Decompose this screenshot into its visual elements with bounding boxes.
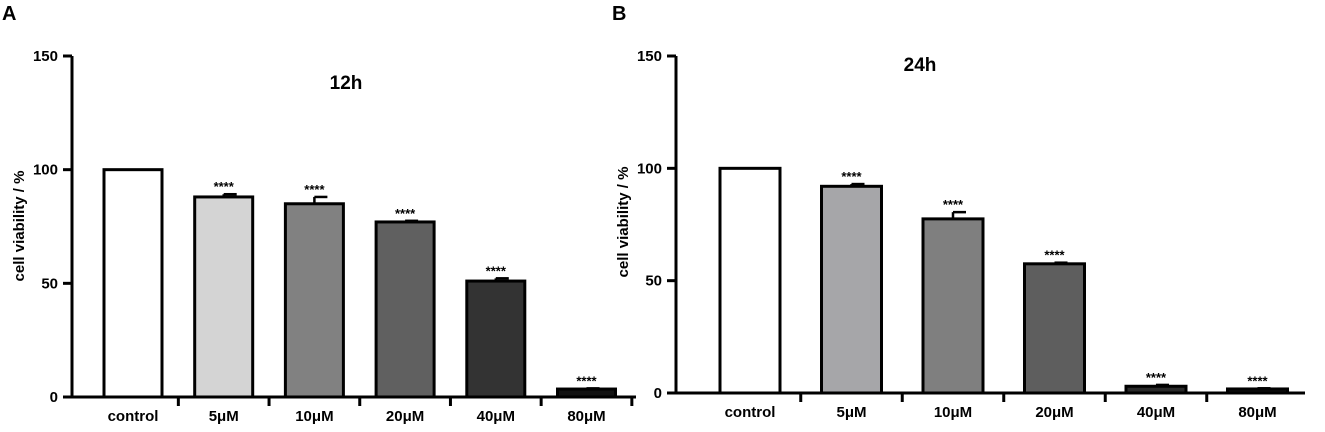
y-tick-label-b-1: 50: [645, 273, 662, 290]
significance-label-a-4: ****: [486, 263, 507, 278]
panel-b: B 24h cell viability / % control **** 5μM *…: [612, 3, 1305, 421]
x-tick-label-a-3: 20μM: [386, 408, 424, 425]
y-tick-label-b-3: 150: [637, 48, 662, 65]
y-tick-label-a-2: 100: [33, 162, 58, 179]
y-tick-label-a-1: 50: [41, 275, 58, 292]
bar-a-1: [193, 195, 255, 399]
y-axis-label-a: cell viability / %: [11, 171, 28, 282]
bar-b-0: [718, 166, 782, 395]
significance-label-b-2: ****: [943, 197, 964, 212]
significance-label-a-1: ****: [214, 179, 235, 194]
panel-label-a: A: [2, 3, 16, 25]
chart-title-b: 24h: [904, 55, 937, 76]
bar-a-2: [283, 202, 345, 399]
x-tick-label-b-5: 80μM: [1238, 404, 1276, 421]
bar-b-2: [921, 217, 985, 395]
x-tick-label-a-5: 80μM: [567, 408, 605, 425]
significance-label-a-2: ****: [304, 182, 325, 197]
y-tick-label-b-2: 100: [637, 160, 662, 177]
x-tick-label-b-4: 40μM: [1137, 404, 1175, 421]
significance-label-a-3: ****: [395, 206, 416, 221]
x-tick-label-a-4: 40μM: [477, 408, 515, 425]
significance-label-b-4: ****: [1146, 370, 1167, 385]
x-tick-label-a-1: 5μM: [209, 408, 239, 425]
y-tick-label-b-0: 0: [654, 385, 662, 402]
x-tick-label-b-1: 5μM: [836, 404, 866, 421]
x-tick-label-a-0: control: [108, 408, 159, 425]
chart-title-a: 12h: [330, 73, 363, 94]
x-tick-label-b-3: 20μM: [1035, 404, 1073, 421]
panel-a: A 12h cell viability / % control **** 5μM *…: [2, 3, 636, 425]
bar-a-0: [102, 168, 164, 399]
panel-label-b: B: [612, 3, 626, 25]
y-axis-label-b: cell viability / %: [615, 167, 632, 278]
bar-b-3: [1023, 262, 1086, 395]
bar-b-1: [820, 184, 883, 395]
bar-a-4: [465, 279, 527, 399]
x-tick-label-b-2: 10μM: [934, 404, 972, 421]
x-tick-label-b-0: control: [725, 404, 776, 421]
significance-label-b-1: ****: [841, 169, 862, 184]
significance-label-a-5: ****: [576, 373, 597, 388]
significance-label-b-5: ****: [1247, 373, 1268, 388]
bar-a-3: [374, 220, 436, 399]
significance-label-b-3: ****: [1044, 248, 1065, 263]
y-tick-label-a-0: 0: [50, 389, 58, 406]
x-tick-label-a-2: 10μM: [295, 408, 333, 425]
y-tick-label-a-3: 150: [33, 48, 58, 65]
